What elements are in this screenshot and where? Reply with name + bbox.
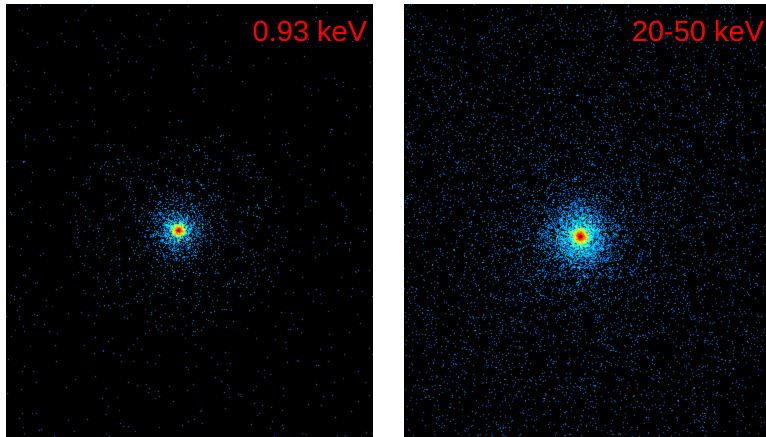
psf-image-right [404,4,766,437]
image-panel-left: 0.93 keV [6,4,373,437]
energy-label-right: 20-50 keV [631,16,764,48]
energy-label-left: 0.93 keV [252,16,367,48]
image-panel-right: 20-50 keV [404,4,766,437]
psf-image-left [6,4,373,437]
